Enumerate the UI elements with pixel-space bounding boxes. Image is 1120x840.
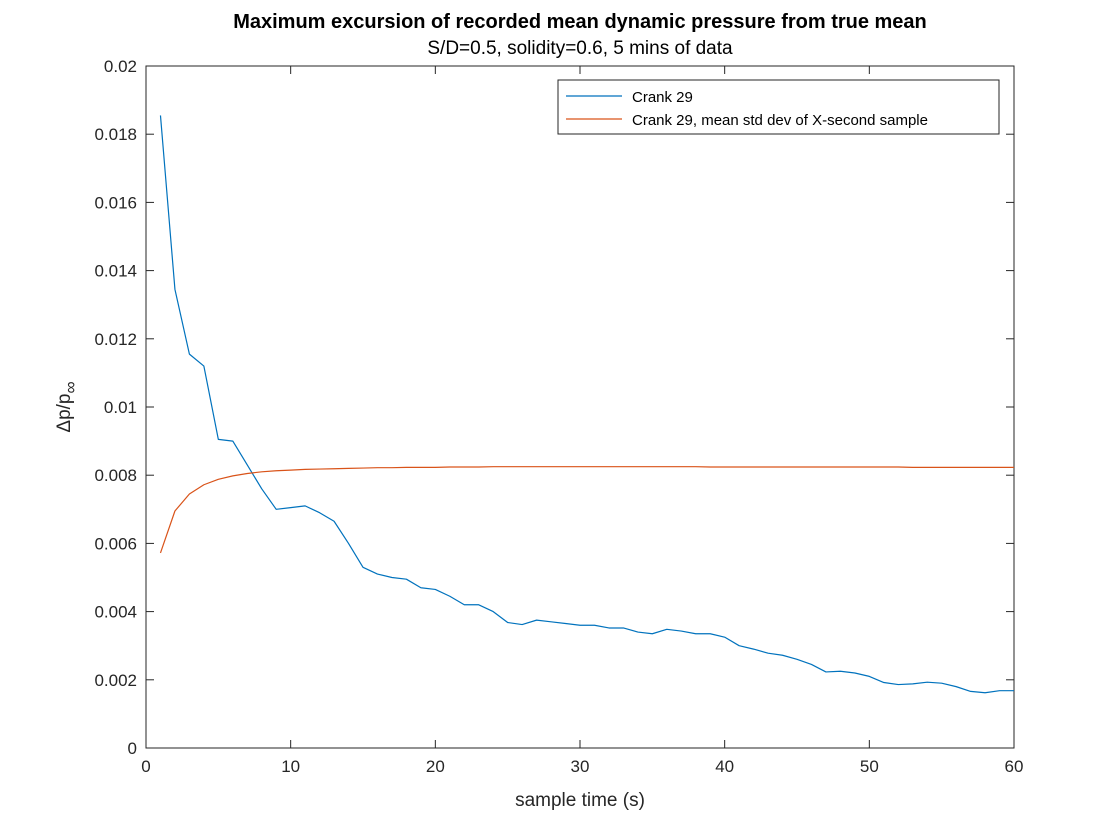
legend-label-crank-29: Crank 29 — [632, 89, 693, 106]
y-tick-label: 0.002 — [94, 671, 137, 690]
legend-label-mean-std-dev: Crank 29, mean std dev of X-second sampl… — [632, 112, 928, 129]
y-axis-label-main: Δp/p — [54, 394, 75, 433]
x-axis-label: sample time (s) — [515, 790, 645, 811]
legend-box — [557, 79, 1000, 135]
y-tick-label: 0.012 — [94, 330, 137, 349]
y-axis-label-subscript: ∞ — [61, 381, 80, 393]
y-tick-label: 0.006 — [94, 534, 137, 553]
series-lines — [159, 115, 1014, 694]
chart-title: Maximum excursion of recorded mean dynam… — [233, 11, 927, 33]
x-tick-label: 50 — [860, 757, 879, 776]
y-axis-label: Δp/p∞ — [54, 381, 80, 432]
y-tick-label: 0.018 — [94, 125, 137, 144]
axis-ticks: 0 10 20 30 40 50 60 0 0.002 0.004 0.006 0.008 0.01 0.… — [94, 57, 1023, 776]
y-tick-label: 0.008 — [94, 466, 137, 485]
x-tick-label: 0 — [141, 757, 150, 776]
y-tick-label: 0.004 — [94, 603, 137, 622]
chart-subtitle: S/D=0.5, solidity=0.6, 5 mins of data — [427, 38, 733, 59]
x-tick-label: 10 — [281, 757, 300, 776]
series-line-1 — [159, 466, 1014, 554]
y-tick-label: 0.016 — [94, 193, 137, 212]
x-tick-label: 30 — [571, 757, 590, 776]
plot-area — [145, 65, 1015, 749]
x-tick-label: 20 — [426, 757, 445, 776]
y-tick-label: 0.02 — [104, 57, 137, 76]
y-tick-label: 0.014 — [94, 262, 137, 281]
legend: Crank 29 Crank 29, mean std dev of X-sec… — [557, 79, 1000, 135]
series-line-0 — [159, 115, 1014, 694]
y-tick-label: 0 — [128, 739, 137, 758]
x-tick-label: 40 — [715, 757, 734, 776]
y-tick-label: 0.01 — [104, 398, 137, 417]
x-tick-label: 60 — [1005, 757, 1024, 776]
